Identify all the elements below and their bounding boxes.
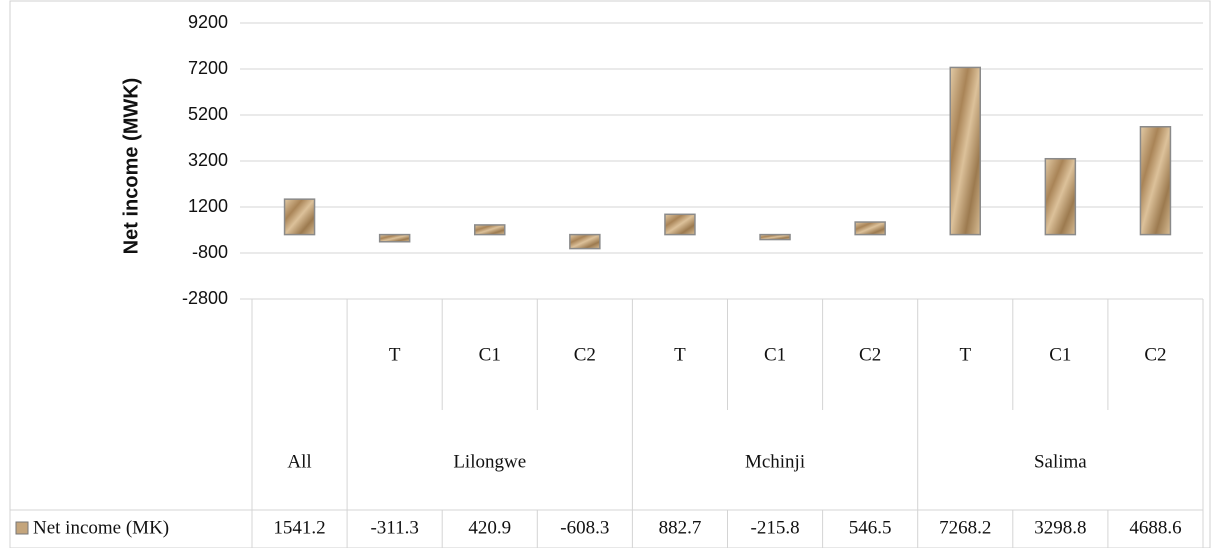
y-tick-label: -2800 <box>182 288 228 308</box>
y-tick-label: 1200 <box>188 196 228 216</box>
data-table-value: 546.5 <box>849 517 892 538</box>
data-table-value: -311.3 <box>370 517 418 538</box>
bar <box>474 224 506 236</box>
bar <box>759 233 791 241</box>
x-tick-label: T <box>959 344 971 365</box>
bar <box>949 66 981 236</box>
bar <box>569 233 601 250</box>
group-label: Mchinji <box>745 451 805 472</box>
group-label: All <box>287 451 311 472</box>
y-axis-title: Net income (MWK) <box>120 78 142 255</box>
data-table-value: 4688.6 <box>1129 517 1181 538</box>
x-tick-label: C1 <box>764 344 786 365</box>
y-tick-label: -800 <box>192 242 228 262</box>
data-table-value: 7268.2 <box>939 517 991 538</box>
data-table-value: 1541.2 <box>273 517 325 538</box>
data-table-value: 3298.8 <box>1034 517 1086 538</box>
bar <box>854 221 886 236</box>
data-table-value: 420.9 <box>468 517 511 538</box>
y-tick-label: 7200 <box>188 58 228 78</box>
x-tick-label: C2 <box>574 344 596 365</box>
data-table-value: 882.7 <box>659 517 702 538</box>
bar <box>378 233 411 243</box>
group-label: Lilongwe <box>453 451 526 472</box>
x-tick-label: C1 <box>479 344 501 365</box>
data-table-value: -608.3 <box>560 517 609 538</box>
group-label: Salima <box>1034 451 1087 472</box>
bar <box>664 213 696 236</box>
x-tick-label: T <box>389 344 401 365</box>
y-tick-label: 3200 <box>188 150 228 170</box>
legend-key <box>15 521 29 535</box>
x-tick-label: C2 <box>1144 344 1166 365</box>
x-tick-label: C1 <box>1049 344 1071 365</box>
data-table-value: -215.8 <box>751 517 800 538</box>
bar <box>1139 126 1172 236</box>
legend-label: Net income (MK) <box>33 517 169 538</box>
bar <box>1044 157 1077 236</box>
x-tick-label: C2 <box>859 344 881 365</box>
y-tick-label: 5200 <box>188 104 228 124</box>
chart-frame <box>9 0 1211 548</box>
y-tick-label: 9200 <box>188 12 228 32</box>
x-tick-label: T <box>674 344 686 365</box>
bar <box>283 198 316 236</box>
